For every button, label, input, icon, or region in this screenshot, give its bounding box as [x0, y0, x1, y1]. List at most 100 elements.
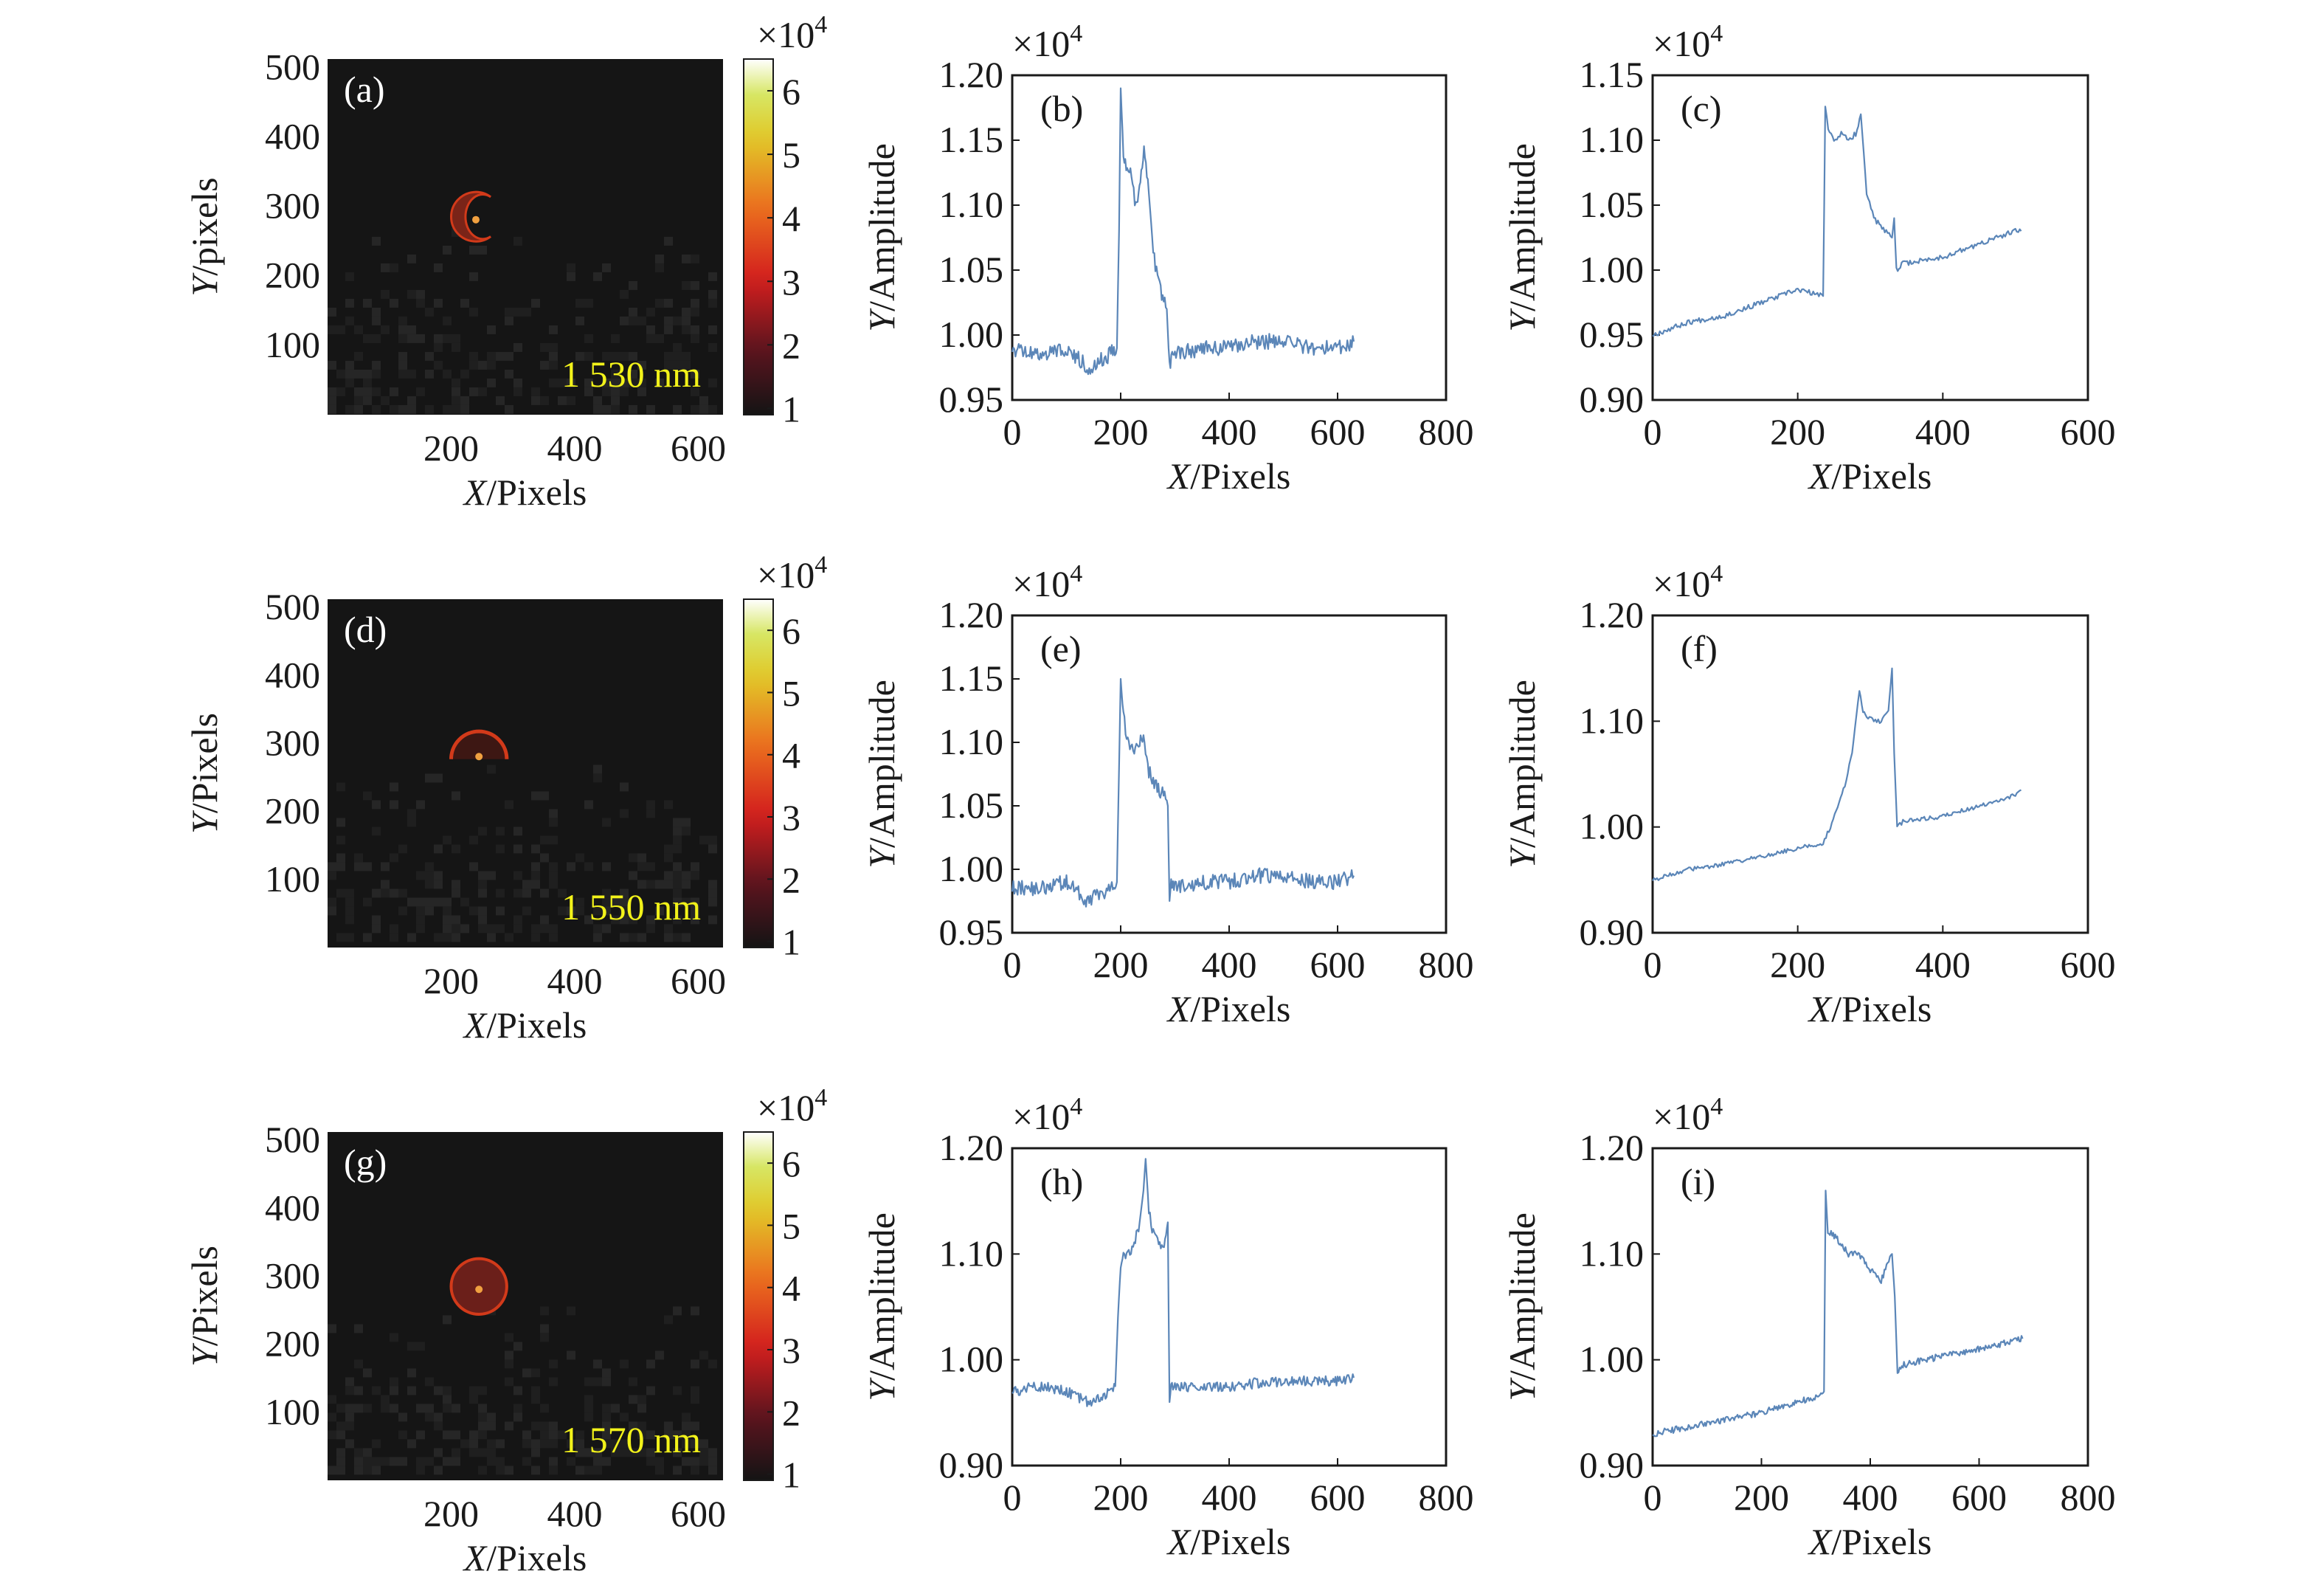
heatmap-noise-cell: [363, 1466, 372, 1475]
heatmap-noise-cell: [540, 888, 549, 898]
heatmap-noise-cell: [549, 1439, 558, 1449]
heatmap-noise-cell: [691, 369, 699, 379]
heatmap-noise-cell: [708, 915, 717, 925]
y-tick-label: 1.20: [1580, 594, 1645, 635]
heatmap-noise-cell: [655, 263, 664, 272]
heatmap-noise-cell: [398, 888, 407, 898]
heatmap-noise-cell: [407, 818, 416, 827]
heatmap-noise-cell: [345, 1404, 354, 1413]
wavelength-label: 1 570 nm: [561, 1419, 701, 1460]
y-tick-label: 1.05: [939, 784, 1004, 826]
heatmap-noise-cell: [549, 1430, 558, 1440]
heatmap-noise-cell: [460, 1439, 469, 1449]
heatmap-noise-cell: [593, 404, 602, 414]
heatmap-noise-cell: [478, 1421, 487, 1431]
heatmap-noise-cell: [469, 1430, 478, 1440]
svg-text:Y/Amplitude: Y/Amplitude: [1501, 680, 1543, 869]
y-tick-label: 200: [265, 790, 320, 832]
heatmap-noise-cell: [531, 880, 540, 889]
colorbar-tick-label: 1: [782, 1454, 800, 1496]
x-tick-label: 200: [423, 960, 479, 1001]
heatmap-noise-cell: [540, 360, 549, 370]
heatmap-noise-cell: [637, 880, 646, 889]
y-tick-label: 1.00: [939, 314, 1004, 355]
y-tick-label: 300: [265, 185, 320, 227]
heatmap-noise-cell: [407, 897, 416, 907]
heatmap-noise-cell: [407, 1368, 416, 1378]
x-axis-var: X: [463, 472, 488, 513]
heatmap-noise-cell: [487, 1421, 496, 1431]
x-axis-var: X: [1808, 988, 1833, 1029]
panel-label: (h): [1040, 1161, 1083, 1202]
heatmap-noise-cell: [452, 334, 460, 343]
heatmap-noise-cell: [390, 263, 398, 272]
multiplier-label: ×104: [1653, 560, 1723, 604]
y-axis-var: Y: [861, 844, 902, 869]
x-tick-label: 600: [1310, 1477, 1366, 1518]
y-tick-label: 1.00: [939, 1339, 1004, 1380]
panel-label: (e): [1040, 628, 1082, 669]
heatmap-noise-cell: [682, 826, 691, 836]
y-tick-label: 0.90: [1580, 379, 1645, 420]
heatmap-noise-cell: [390, 387, 398, 396]
y-axis-unit: /Pixels: [184, 713, 225, 813]
heatmap-noise-cell: [469, 906, 478, 916]
heatmap-noise-cell: [593, 396, 602, 405]
heatmap-noise-cell: [567, 1439, 575, 1449]
y-tick-label: 500: [265, 586, 320, 627]
x-tick-label: 800: [1419, 944, 1474, 985]
heatmap-noise-cell: [620, 809, 629, 818]
heatmap-noise-cell: [434, 933, 443, 942]
heatmap-noise-cell: [646, 924, 655, 933]
y-axis-var: Y: [1501, 844, 1543, 869]
heatmap-noise-cell: [478, 360, 487, 370]
heatmap-noise-cell: [584, 1412, 593, 1422]
x-tick-label: 400: [1915, 944, 1971, 985]
heatmap-noise-cell: [602, 378, 611, 387]
heatmap-noise-cell: [691, 1386, 699, 1395]
svg-text:Y/Amplitude: Y/Amplitude: [861, 1212, 902, 1401]
heatmap-noise-cell: [646, 1457, 655, 1466]
heatmap-noise-cell: [345, 888, 354, 898]
heatmap-noise-cell: [478, 245, 487, 255]
heatmap-noise-cell: [354, 1448, 363, 1457]
heatmap-noise-cell: [602, 1430, 611, 1440]
heatmap-noise-cell: [416, 897, 425, 907]
x-axis-label: X/Pixels: [1166, 988, 1291, 1029]
heatmap-noise-cell: [336, 387, 345, 396]
heatmap-noise-cell: [416, 1466, 425, 1475]
heatmap-noise-cell: [452, 924, 460, 933]
heatmap-noise-cell: [345, 1412, 354, 1422]
heatmap-noise-cell: [540, 915, 549, 925]
colorbar: 1 2 3 4 5 6: [743, 58, 800, 429]
heatmap-noise-cell: [416, 915, 425, 925]
heatmap-noise-cell: [691, 1359, 699, 1369]
heatmap-noise-cell: [646, 1448, 655, 1457]
heatmap-noise-cell: [363, 387, 372, 396]
heatmap-noise-cell: [620, 782, 629, 792]
heatmap-noise-cell: [513, 844, 522, 854]
heatmap-noise-cell: [328, 396, 336, 405]
heatmap-noise-cell: [629, 853, 637, 863]
panel-label: (c): [1681, 88, 1722, 129]
svg-text:Y/Amplitude: Y/Amplitude: [861, 680, 902, 869]
heatmap-noise-cell: [629, 1395, 637, 1404]
heatmap-noise-cell: [487, 1448, 496, 1457]
heatmap-noise-cell: [381, 325, 390, 334]
heatmap-noise-cell: [620, 351, 629, 361]
heatmap-noise-cell: [513, 924, 522, 933]
heatmap-noise-cell: [328, 325, 336, 334]
heatmap-noise-cell: [407, 404, 416, 414]
heatmap-noise-cell: [345, 1377, 354, 1387]
x-tick-label: 0: [1003, 411, 1022, 452]
heatmap-noise-cell: [691, 334, 699, 343]
y-axis-var: Y: [861, 1377, 902, 1401]
heatmap-noise-cell: [691, 897, 699, 907]
heatmap-noise-cell: [345, 369, 354, 379]
x-tick-label: 800: [1419, 1477, 1474, 1518]
heatmap-noise-cell: [664, 871, 673, 880]
x-axis-unit: /Pixels: [486, 472, 587, 513]
heatmap-noise-cell: [637, 387, 646, 396]
heatmap-noise-cell: [699, 1448, 708, 1457]
heatmap-noise-cell: [584, 915, 593, 925]
